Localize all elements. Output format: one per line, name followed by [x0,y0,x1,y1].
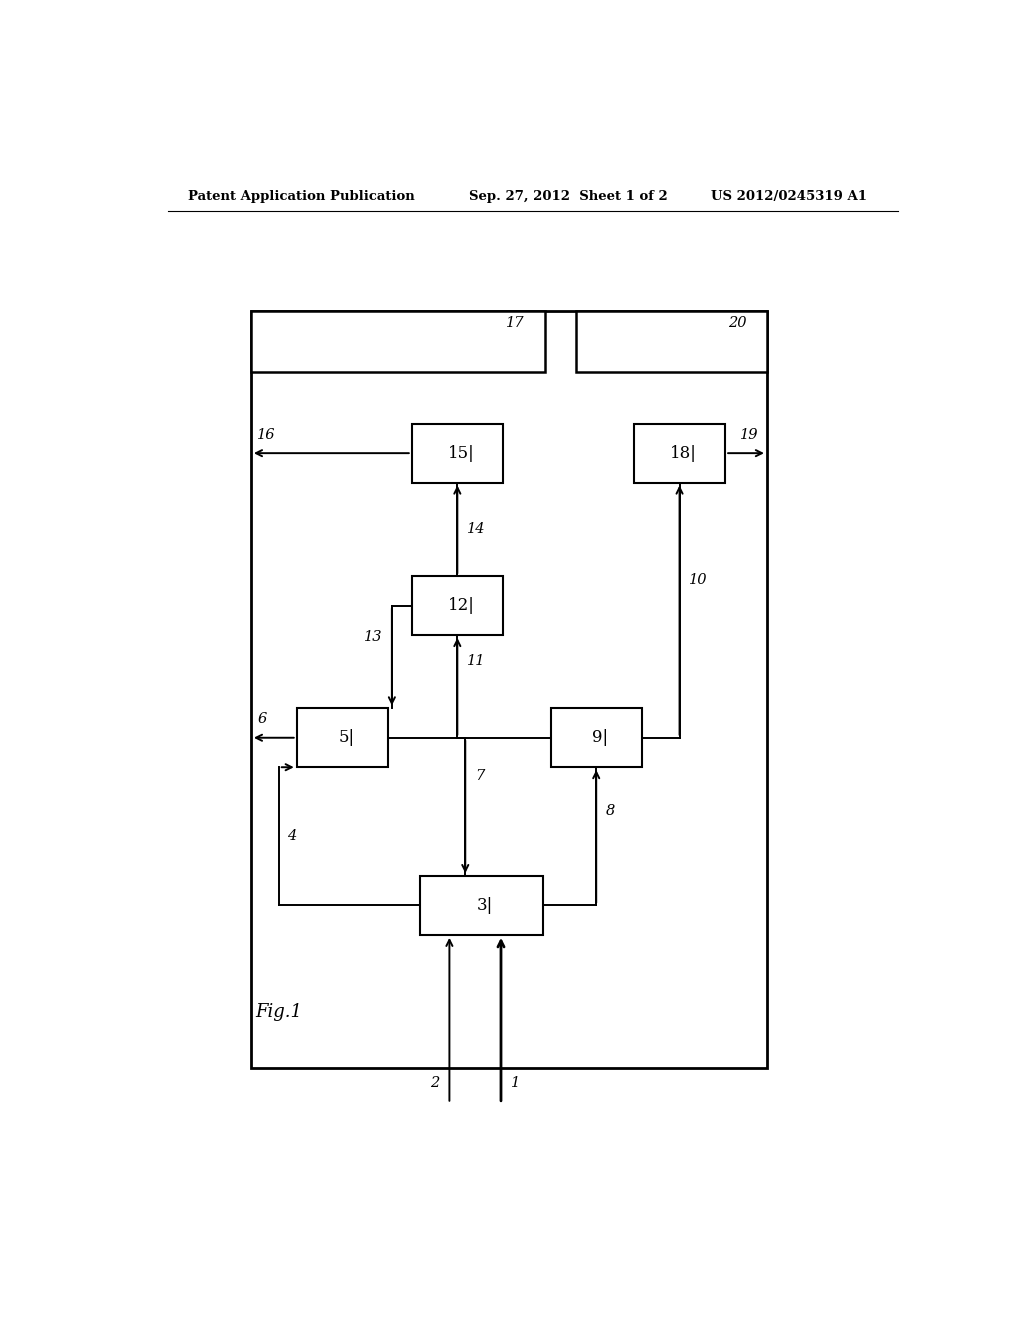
Bar [551,709,642,767]
Bar [577,312,767,372]
Text: 19: 19 [740,428,759,442]
Text: 16: 16 [257,428,275,442]
Text: 6: 6 [257,713,266,726]
Bar [634,424,725,483]
Text: 2: 2 [430,1076,439,1090]
Text: 5|: 5| [338,729,354,746]
Text: Patent Application Publication: Patent Application Publication [187,190,415,202]
Bar [420,876,543,935]
Text: 14: 14 [467,523,485,536]
Bar [412,576,503,635]
Text: 1: 1 [511,1076,520,1090]
Bar [297,709,388,767]
Text: Fig.1: Fig.1 [255,1003,302,1022]
Text: Sep. 27, 2012  Sheet 1 of 2: Sep. 27, 2012 Sheet 1 of 2 [469,190,668,202]
Text: 15|: 15| [447,445,475,462]
Text: 13: 13 [365,630,383,644]
Text: 12|: 12| [447,597,475,614]
Bar [251,312,767,1068]
Text: 3|: 3| [477,898,494,913]
Text: 18|: 18| [670,445,697,462]
Bar [251,312,545,372]
Text: 9|: 9| [592,729,608,746]
Text: 11: 11 [467,653,485,668]
Text: 20: 20 [728,315,746,330]
Text: 17: 17 [506,315,524,330]
Text: 7: 7 [475,770,484,783]
Bar [412,424,503,483]
Text: 8: 8 [606,804,615,818]
Text: 4: 4 [287,829,296,843]
Text: US 2012/0245319 A1: US 2012/0245319 A1 [712,190,867,202]
Text: 10: 10 [689,573,708,586]
